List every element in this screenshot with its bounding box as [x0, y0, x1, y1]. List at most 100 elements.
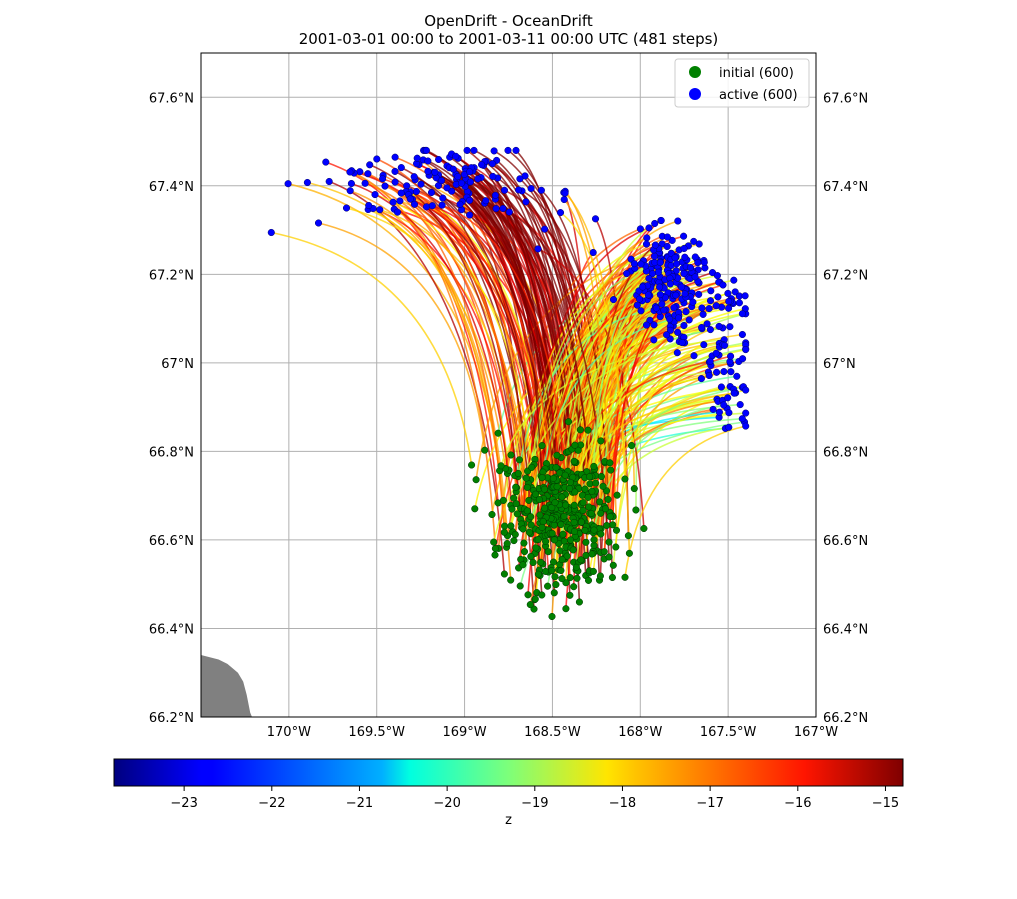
active-point	[456, 200, 464, 208]
active-point	[391, 167, 399, 175]
active-point	[361, 179, 369, 187]
active-point	[742, 409, 750, 417]
active-point	[725, 423, 733, 431]
colorbar-tick-label: −16	[784, 796, 811, 811]
lat-tick-label: 66.6°N	[823, 534, 868, 549]
trajectory-line	[624, 425, 746, 578]
initial-point	[548, 567, 556, 575]
initial-point	[566, 478, 574, 486]
initial-point	[566, 574, 574, 582]
lat-tick-label: 66.6°N	[149, 534, 194, 549]
initial-point	[553, 483, 561, 491]
active-point	[391, 178, 399, 186]
trajectory-line	[369, 164, 523, 525]
initial-point	[589, 567, 597, 575]
active-point	[666, 315, 674, 323]
trajectory-line	[593, 404, 724, 531]
trajectory-line	[469, 171, 591, 477]
initial-point	[532, 490, 540, 498]
active-point	[727, 368, 735, 376]
initial-point	[538, 442, 546, 450]
active-point	[490, 147, 498, 155]
initial-point	[609, 561, 617, 569]
active-point	[391, 153, 399, 161]
active-point	[736, 401, 744, 409]
initial-point	[558, 493, 566, 501]
active-point	[325, 177, 333, 186]
lat-tick-label: 66.2°N	[149, 711, 194, 726]
active-point	[678, 283, 686, 291]
initial-point	[613, 491, 621, 499]
initial-point	[523, 483, 531, 491]
initial-point	[625, 549, 633, 557]
active-point	[379, 175, 387, 183]
active-point	[705, 305, 713, 313]
active-point	[674, 217, 682, 225]
initial-point	[512, 483, 520, 491]
initial-point	[544, 548, 552, 556]
map-area[interactable]: 170°W 169.5°W 169°W 168.5°W 168°W 167.5°W 167°…	[149, 52, 868, 740]
initial-point	[587, 509, 595, 518]
active-point	[489, 172, 497, 180]
initial-point	[562, 501, 570, 509]
lat-tick-label: 66.4°N	[823, 622, 868, 637]
initial-point	[566, 591, 574, 599]
initial-point	[581, 526, 589, 534]
trajectory-line	[481, 164, 547, 572]
initial-point	[520, 539, 528, 547]
initial-point	[612, 526, 621, 534]
active-point	[492, 205, 500, 213]
active-point	[652, 304, 660, 312]
active-point	[700, 341, 708, 349]
active-point	[678, 339, 686, 347]
trajectory-line	[367, 172, 506, 533]
active-point	[727, 352, 735, 360]
active-point	[714, 293, 722, 301]
initial-point	[497, 462, 505, 470]
active-point	[389, 198, 397, 206]
initial-point	[528, 463, 536, 471]
active-point	[695, 240, 703, 248]
active-point	[499, 204, 507, 213]
initial-point	[569, 546, 577, 554]
active-point	[651, 241, 659, 249]
initial-point	[599, 482, 607, 490]
active-point	[668, 236, 676, 244]
initial-point	[605, 538, 613, 546]
initial-point	[601, 505, 609, 513]
active-point	[591, 215, 600, 223]
longitude-labels: 170°W 169.5°W 169°W 168.5°W 168°W 167.5°W 167°…	[267, 725, 838, 740]
active-point	[720, 401, 728, 409]
lon-tick-label: 170°W	[267, 725, 311, 740]
initial-point	[590, 526, 598, 534]
initial-point	[510, 537, 518, 545]
lat-tick-label: 66.8°N	[823, 445, 868, 460]
active-point	[466, 168, 474, 176]
trajectory-line	[400, 166, 532, 517]
active-point	[657, 216, 665, 225]
active-point	[623, 270, 631, 278]
active-point	[439, 194, 447, 202]
initial-point	[596, 572, 604, 580]
active-point	[424, 157, 432, 165]
initial-point	[588, 487, 596, 495]
active-point	[724, 394, 732, 402]
active-point	[645, 274, 653, 282]
active-point	[413, 154, 421, 162]
initial-point	[541, 504, 549, 512]
active-point	[686, 264, 694, 272]
active-point	[512, 146, 520, 154]
active-point	[651, 219, 659, 228]
trajectory-line	[591, 325, 720, 555]
active-point	[658, 300, 666, 308]
active-point	[695, 290, 703, 298]
active-point	[709, 405, 717, 413]
initial-point	[520, 548, 529, 556]
initial-point	[577, 518, 585, 526]
initial-point	[579, 499, 587, 507]
initial-point	[632, 506, 640, 514]
active-point	[671, 254, 679, 262]
active-point	[738, 330, 746, 339]
legend-active-label: active (600)	[719, 88, 798, 103]
lat-tick-label: 67.4°N	[149, 180, 194, 195]
